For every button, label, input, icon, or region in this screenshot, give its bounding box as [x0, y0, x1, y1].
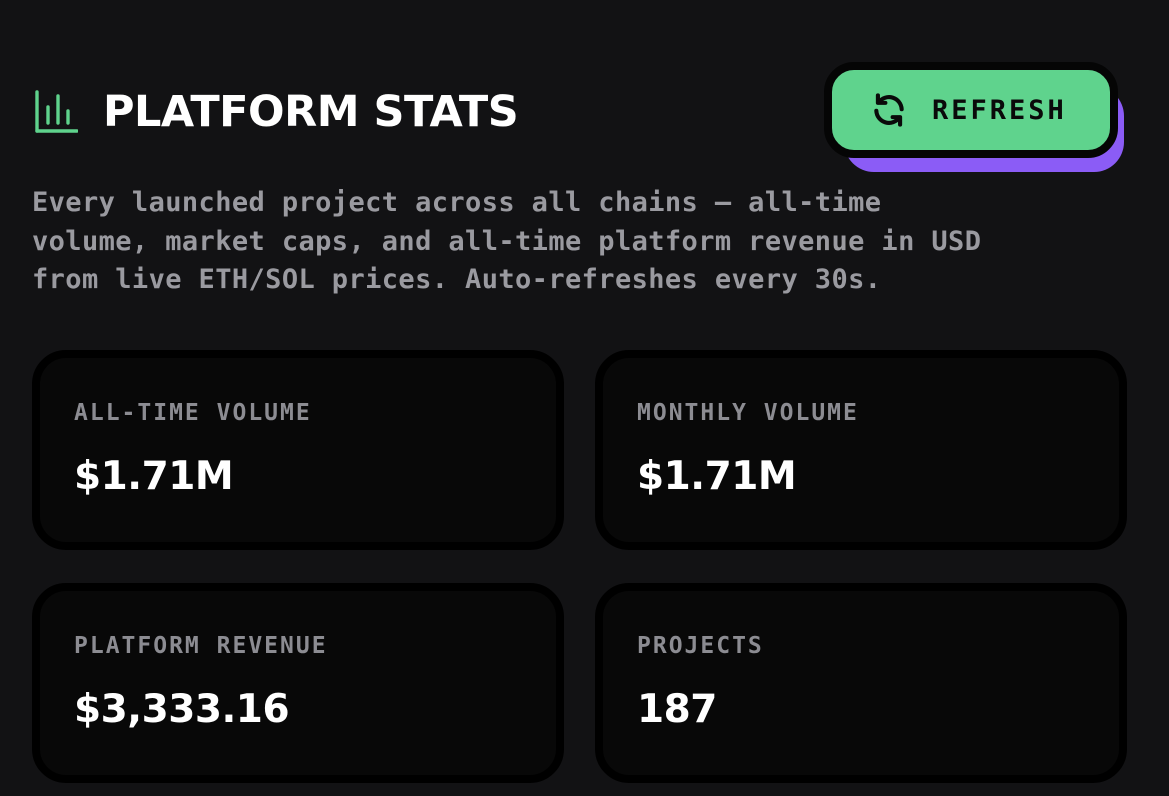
stat-value: $1.71M [637, 454, 797, 499]
stat-value: $1.71M [74, 454, 234, 499]
stat-label: PROJECTS [637, 633, 764, 659]
stat-card-platform-revenue: PLATFORM REVENUE $3,333.16 [32, 583, 564, 783]
stat-label: PLATFORM REVENUE [74, 633, 328, 659]
stat-label: ALL-TIME VOLUME [74, 400, 312, 426]
page-title: PLATFORM STATS [103, 87, 519, 137]
refresh-icon [874, 93, 904, 127]
refresh-button[interactable]: REFRESH [824, 62, 1118, 158]
stat-card-projects: PROJECTS 187 [595, 583, 1127, 783]
stat-card-all-time-volume: ALL-TIME VOLUME $1.71M [32, 350, 564, 550]
refresh-button-label: REFRESH [932, 94, 1067, 126]
stat-card-monthly-volume: MONTHLY VOLUME $1.71M [595, 350, 1127, 550]
stat-value: $3,333.16 [74, 687, 290, 732]
stat-label: MONTHLY VOLUME [637, 400, 859, 426]
page-description: Every launched project across all chains… [32, 187, 982, 295]
stats-header: PLATFORM STATS REFRESH [32, 60, 1137, 172]
bar-chart-icon [35, 90, 78, 133]
stat-value: 187 [637, 687, 717, 732]
